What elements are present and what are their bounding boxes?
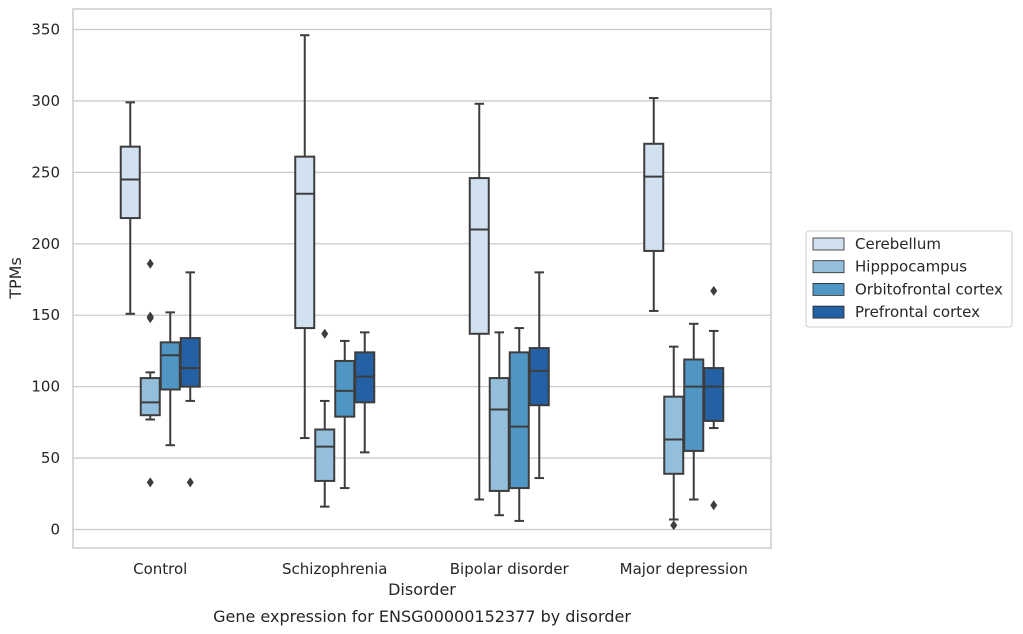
box-body xyxy=(159,341,181,391)
box-body xyxy=(119,145,141,220)
box-body xyxy=(528,347,550,407)
x-tick-label: Major depression xyxy=(620,560,748,578)
legend: Cerebellum Hipppocampus Orbitofrontal cort… xyxy=(805,230,1013,328)
x-axis-label: Disorder xyxy=(388,580,456,599)
y-tick-label: 200 xyxy=(31,235,60,253)
box xyxy=(139,258,161,488)
x-tick-label: Control xyxy=(133,560,187,578)
outlier-point xyxy=(186,477,194,488)
box-body xyxy=(488,377,510,492)
legend-item: Orbitofrontal cortex xyxy=(812,280,1003,298)
y-tick-label: 350 xyxy=(31,21,60,39)
box-body xyxy=(139,377,161,417)
box xyxy=(159,311,181,447)
legend-label: Orbitofrontal cortex xyxy=(855,280,1003,298)
x-tick-label: Bipolar disorder xyxy=(450,560,570,578)
outlier-point xyxy=(321,328,329,339)
box xyxy=(488,331,510,517)
box-body xyxy=(643,142,665,252)
box xyxy=(334,339,356,490)
outlier-point xyxy=(146,313,154,324)
outlier-point xyxy=(710,500,718,511)
box-series xyxy=(119,34,725,531)
y-tick-label: 250 xyxy=(31,163,60,181)
legend-label: Hipppocampus xyxy=(855,258,967,276)
box xyxy=(683,322,705,501)
y-tick-label: 100 xyxy=(31,378,60,396)
box xyxy=(643,97,665,312)
x-tick-labels: Control Schizophrenia Bipolar disorder Majo… xyxy=(133,560,748,578)
box-body xyxy=(179,337,201,388)
chart-caption: Gene expression for ENSG00000152377 by d… xyxy=(213,607,631,626)
legend-item: Cerebellum xyxy=(812,235,941,253)
box xyxy=(119,101,141,315)
y-tick-label: 0 xyxy=(50,521,60,539)
box-body xyxy=(468,177,490,335)
legend-swatch xyxy=(812,305,845,319)
box xyxy=(314,328,336,508)
box xyxy=(354,331,376,454)
outlier-point xyxy=(710,285,718,296)
box-body xyxy=(314,428,336,482)
box-body xyxy=(663,395,685,475)
box-body xyxy=(703,367,725,422)
y-tick-labels: 0 50 100 150 200 250 300 350 xyxy=(31,21,60,539)
legend-frame xyxy=(805,230,1013,328)
outlier-point xyxy=(146,477,154,488)
box xyxy=(468,102,490,501)
box xyxy=(528,271,550,480)
box-body xyxy=(294,155,316,330)
box-body xyxy=(508,351,530,490)
outlier-point xyxy=(146,258,154,269)
y-tick-label: 150 xyxy=(31,306,60,324)
y-tick-label: 300 xyxy=(31,92,60,110)
box-body xyxy=(683,358,705,452)
box xyxy=(663,345,685,531)
legend-item: Hipppocampus xyxy=(812,258,967,276)
box xyxy=(294,34,316,440)
box xyxy=(703,285,725,511)
legend-label: Cerebellum xyxy=(855,235,941,253)
legend-label: Prefrontal cortex xyxy=(855,303,980,321)
box-body xyxy=(334,359,356,418)
plot-frame xyxy=(72,8,772,549)
y-axis-label: TPMs xyxy=(6,257,25,300)
legend-item: Prefrontal cortex xyxy=(812,303,980,321)
outlier-point xyxy=(670,520,678,531)
legend-swatch xyxy=(812,282,845,296)
box xyxy=(508,327,530,522)
box xyxy=(179,271,201,488)
legend-swatch xyxy=(812,260,845,274)
y-tick-label: 50 xyxy=(41,449,60,467)
legend-swatch xyxy=(812,237,845,251)
x-tick-label: Schizophrenia xyxy=(282,560,387,578)
